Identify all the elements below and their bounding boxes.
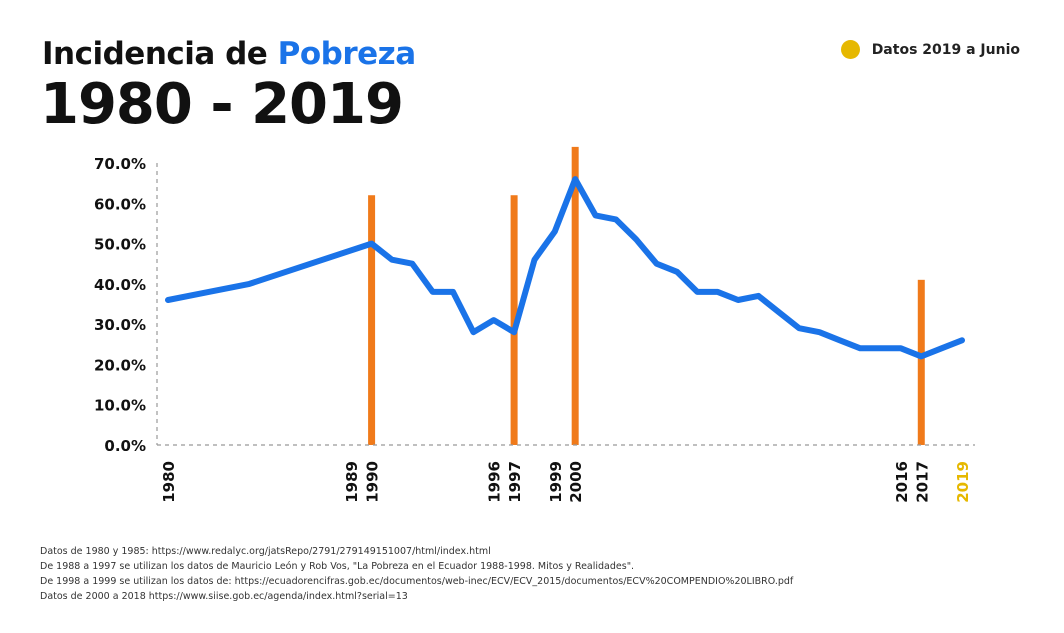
x-tick-label: 1996 — [486, 461, 504, 503]
data-point — [878, 345, 884, 351]
y-tick-label: 60.0% — [94, 195, 146, 213]
data-point — [755, 293, 761, 299]
data-point — [572, 176, 578, 182]
vertical-marker — [510, 195, 518, 445]
source-note: Datos de 2000 a 2018 https://www.siise.g… — [40, 591, 408, 602]
data-point — [918, 353, 924, 359]
data-point — [389, 257, 395, 263]
vertical-marker — [368, 195, 376, 445]
chart-title: Incidencia de Pobreza — [42, 36, 416, 72]
x-tick-label: 2016 — [893, 461, 911, 503]
data-point — [409, 261, 415, 267]
source-note: De 1988 a 1997 se utilizan los datos de … — [40, 561, 635, 572]
data-point — [735, 297, 741, 303]
y-tick-label: 0.0% — [104, 437, 146, 455]
vertical-markers — [368, 146, 925, 445]
y-tick-label: 50.0% — [94, 236, 146, 254]
legend: Datos 2019 a Junio — [840, 40, 1020, 59]
data-point — [246, 281, 252, 287]
data-point — [613, 216, 619, 222]
data-point — [470, 329, 476, 335]
data-point — [837, 337, 843, 343]
data-point — [430, 289, 436, 295]
x-tick-label: 2017 — [913, 461, 931, 503]
y-tick-label: 10.0% — [94, 397, 146, 415]
x-tick-label: 2000 — [567, 461, 585, 503]
y-axis: 0.0% 10.0% 20.0% 30.0% 40.0% 50.0% 60.0% 70.0% — [94, 155, 158, 455]
data-point — [450, 289, 456, 295]
title-accent: Pobreza — [277, 36, 416, 72]
data-point — [593, 212, 599, 218]
data-point — [531, 257, 537, 263]
data-point — [511, 329, 517, 335]
y-tick-label: 30.0% — [94, 316, 146, 334]
data-point — [796, 325, 802, 331]
x-tick-label: 1989 — [343, 461, 361, 503]
poverty-line-chart: 0.0%10.0%20.0%30.0%40.0%50.0%60.0%70.0% … — [94, 146, 975, 503]
x-tick-label: 1990 — [364, 461, 382, 503]
data-point — [857, 345, 863, 351]
x-axis: 1980 1989 1990 1996 1997 1999 2000 2016 2017 2019 — [157, 444, 975, 503]
source-notes: Datos de 1980 y 1985: https://www.redaly… — [40, 544, 793, 604]
data-point — [816, 329, 822, 335]
data-point — [165, 297, 171, 303]
x-tick-label: 1997 — [506, 461, 524, 503]
series-line — [165, 176, 965, 360]
title-prefix: Incidencia de — [42, 36, 278, 72]
data-point — [776, 309, 782, 315]
source-note: Datos de 1980 y 1985: https://www.redaly… — [40, 546, 491, 557]
data-point — [633, 237, 639, 243]
data-point — [959, 337, 965, 343]
y-tick-label: 70.0% — [94, 155, 146, 173]
data-point — [898, 345, 904, 351]
y-tick-label: 40.0% — [94, 276, 146, 294]
x-tick-label: 2019 — [954, 461, 972, 503]
data-point — [694, 289, 700, 295]
vertical-marker — [571, 146, 579, 445]
x-tick-label: 1999 — [547, 461, 565, 503]
data-point — [654, 261, 660, 267]
series-group — [165, 176, 965, 360]
data-point — [674, 269, 680, 275]
data-point — [491, 317, 497, 323]
x-tick-label: 1980 — [160, 461, 178, 503]
y-tick-label: 20.0% — [94, 356, 146, 374]
legend-dot-icon — [840, 40, 860, 59]
vertical-marker — [917, 279, 925, 445]
source-note: De 1998 a 1999 se utilizan los datos de:… — [40, 576, 794, 587]
data-point — [715, 289, 721, 295]
data-point — [939, 345, 945, 351]
data-point — [369, 241, 375, 247]
data-point — [206, 289, 212, 295]
data-point — [552, 228, 558, 234]
chart-subtitle: 1980 - 2019 — [40, 72, 404, 137]
legend-label: Datos 2019 a Junio — [871, 41, 1020, 58]
